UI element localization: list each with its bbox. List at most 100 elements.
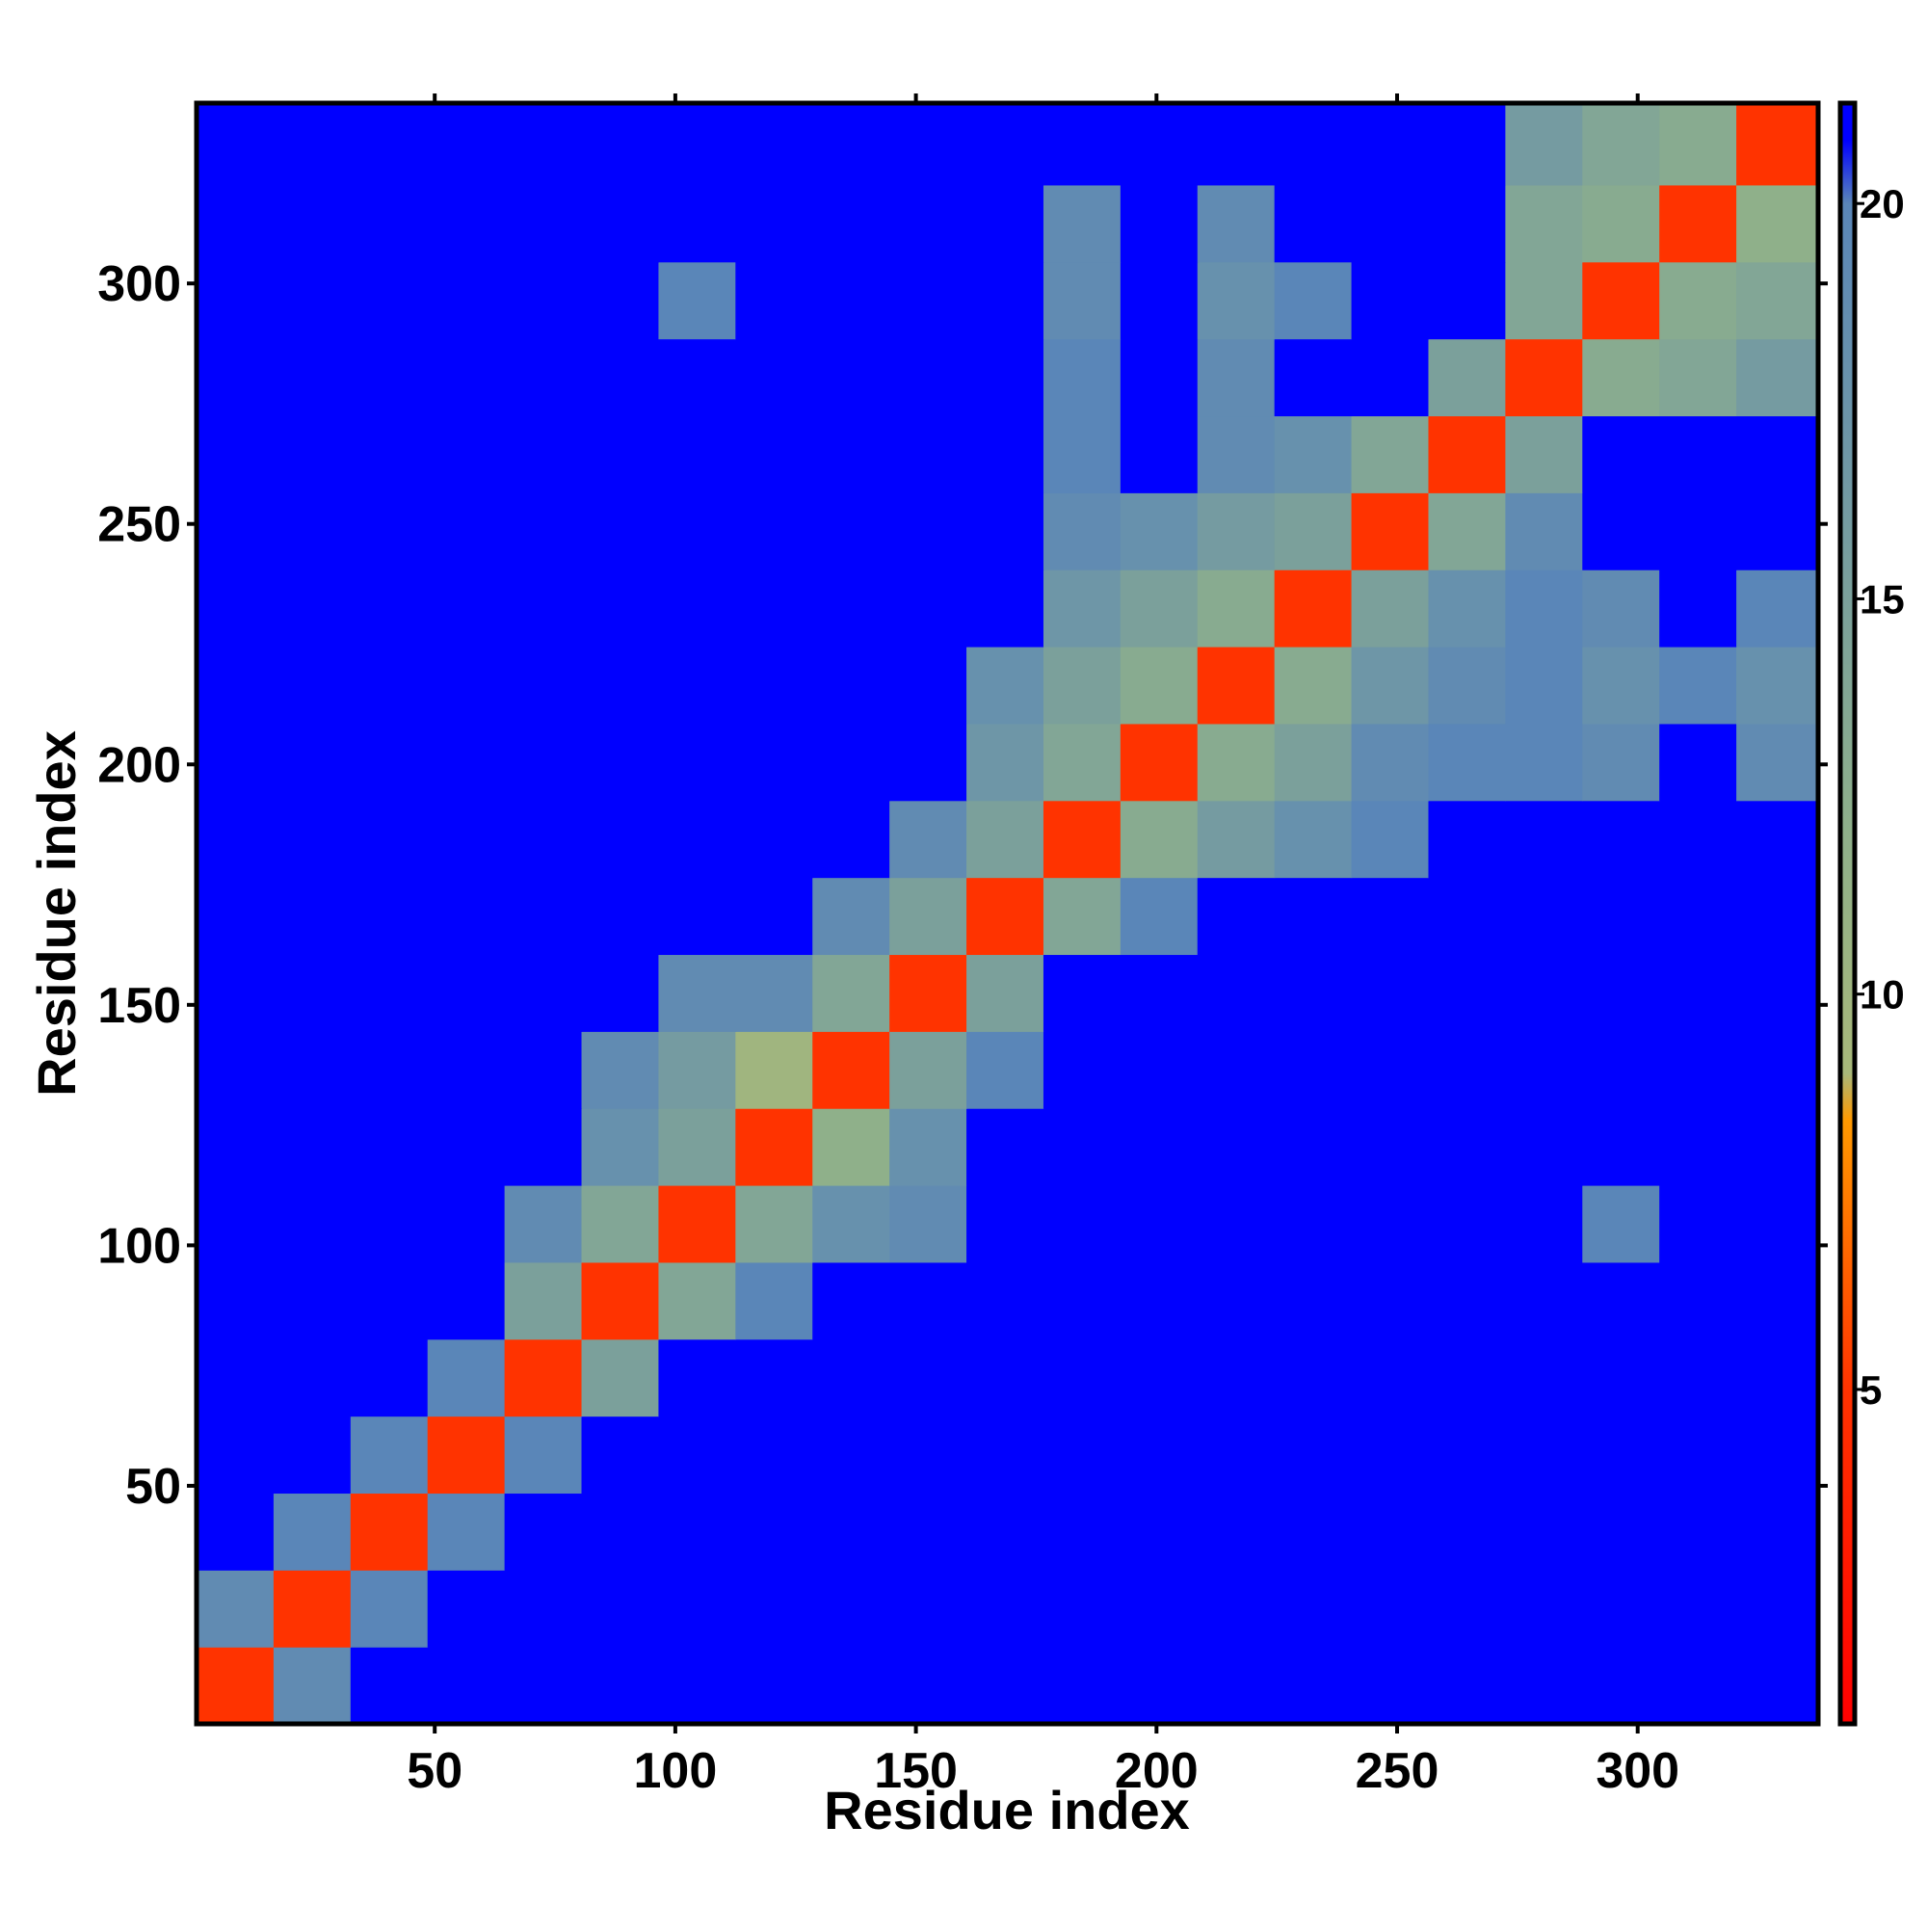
heatmap-cell <box>427 1570 506 1648</box>
heatmap-cell <box>1043 1338 1122 1417</box>
heatmap-cell <box>1428 1570 1506 1648</box>
heatmap-cell <box>1351 103 1430 186</box>
heatmap-cell <box>197 1570 275 1648</box>
heatmap-cell <box>1197 1031 1276 1109</box>
heatmap-cell <box>1659 800 1737 879</box>
heatmap-cell <box>1659 569 1737 648</box>
heatmap-cell <box>1428 646 1506 725</box>
heatmap-cell <box>197 338 275 417</box>
heatmap-cell <box>1582 338 1660 417</box>
heatmap-cell <box>1505 184 1583 263</box>
heatmap-cell <box>273 492 352 570</box>
heatmap-cell <box>1274 723 1353 802</box>
heatmap-cell <box>1736 1416 1819 1495</box>
heatmap-cell <box>735 1338 813 1417</box>
heatmap-cell <box>1043 1261 1122 1340</box>
heatmap-cell <box>1197 338 1276 417</box>
heatmap-cell <box>1505 954 1583 1032</box>
heatmap-cell <box>1043 492 1122 570</box>
heatmap-cell <box>1582 569 1660 648</box>
heatmap-cell <box>1736 569 1819 648</box>
heatmap-cell <box>1120 954 1199 1032</box>
heatmap-cell <box>427 954 506 1032</box>
heatmap-cell <box>1505 261 1583 340</box>
heatmap-cell <box>812 1338 890 1417</box>
heatmap-cell <box>1505 492 1583 570</box>
heatmap-cell <box>812 184 890 263</box>
heatmap-cell <box>1351 1570 1430 1648</box>
heatmap-cell <box>1120 1338 1199 1417</box>
heatmap-cell <box>658 1493 736 1571</box>
heatmap-cell <box>581 184 660 263</box>
heatmap-cell <box>966 1108 1044 1186</box>
heatmap-cell <box>1274 954 1353 1032</box>
heatmap-cell <box>1428 1338 1506 1417</box>
heatmap-cell <box>1120 569 1199 648</box>
heatmap-cell <box>812 103 890 186</box>
heatmap-cell <box>1659 1338 1737 1417</box>
heatmap-cell <box>812 954 890 1032</box>
heatmap-cell <box>350 1261 429 1340</box>
heatmap-cell <box>504 103 583 186</box>
heatmap-cell <box>1274 646 1353 725</box>
heatmap-cell <box>1351 415 1430 493</box>
heatmap-cell <box>1043 800 1122 879</box>
heatmap-cell <box>504 723 583 802</box>
heatmap-cell <box>966 1570 1044 1648</box>
heatmap-cell <box>1428 492 1506 570</box>
heatmap-cell <box>1274 1031 1353 1109</box>
heatmap-cell <box>735 1184 813 1263</box>
heatmap-cells <box>197 103 1819 1725</box>
heatmap-cell <box>273 1031 352 1109</box>
heatmap-cell <box>1043 338 1122 417</box>
heatmap-cell <box>427 1031 506 1109</box>
heatmap-cell <box>1197 723 1276 802</box>
heatmap-cell <box>504 1261 583 1340</box>
heatmap-cell <box>1582 1493 1660 1571</box>
heatmap-cell <box>812 1261 890 1340</box>
heatmap-cell <box>1659 1261 1737 1340</box>
heatmap-cell <box>197 261 275 340</box>
heatmap-cell <box>1736 492 1819 570</box>
heatmap-cell <box>350 954 429 1032</box>
heatmap-cell <box>889 1031 967 1109</box>
heatmap-cell <box>1659 103 1737 186</box>
heatmap-cell <box>273 954 352 1032</box>
heatmap-cell <box>350 184 429 263</box>
heatmap-cell <box>1043 103 1122 186</box>
heatmap-cell <box>1505 1261 1583 1340</box>
heatmap-cell <box>1274 1416 1353 1495</box>
heatmap-cell <box>427 261 506 340</box>
colorbar-tick-label: 15 <box>1860 576 1905 622</box>
heatmap-cell <box>197 1647 275 1725</box>
heatmap-cell <box>1736 1261 1819 1340</box>
heatmap-cell <box>581 1338 660 1417</box>
heatmap-cell <box>197 800 275 879</box>
heatmap-cell <box>1197 492 1276 570</box>
heatmap-cell <box>1659 338 1737 417</box>
heatmap-cell <box>427 1647 506 1725</box>
heatmap-cell <box>658 184 736 263</box>
heatmap-cell <box>427 1184 506 1263</box>
heatmap-cell <box>966 1416 1044 1495</box>
heatmap-cell <box>658 1416 736 1495</box>
heatmap-cell <box>735 261 813 340</box>
heatmap-cell <box>1351 261 1430 340</box>
heatmap-cell <box>1736 1570 1819 1648</box>
heatmap-cell <box>197 1261 275 1340</box>
heatmap-cell <box>1043 1416 1122 1495</box>
y-tick-label: 200 <box>97 737 181 793</box>
heatmap-cell <box>350 1647 429 1725</box>
heatmap-cell <box>1351 1184 1430 1263</box>
heatmap-cell <box>812 1416 890 1495</box>
heatmap-cell <box>1274 1261 1353 1340</box>
heatmap-cell <box>966 103 1044 186</box>
heatmap-cell <box>966 415 1044 493</box>
heatmap-cell <box>1505 1031 1583 1109</box>
heatmap-cell <box>966 954 1044 1032</box>
heatmap-cell <box>658 1108 736 1186</box>
heatmap-cell <box>1274 492 1353 570</box>
heatmap-cell <box>966 1031 1044 1109</box>
heatmap-cell <box>735 1493 813 1571</box>
heatmap-cell <box>812 492 890 570</box>
